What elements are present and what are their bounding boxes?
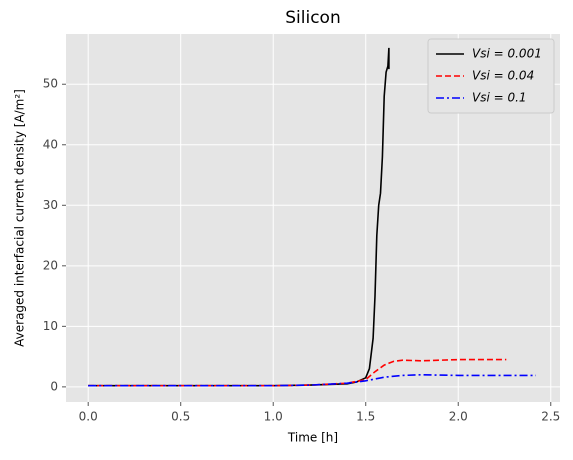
x-tick-label: 2.5 <box>541 410 560 424</box>
data-line <box>88 47 390 387</box>
legend-label: Vsi = 0.04 <box>472 69 534 83</box>
data-line <box>88 373 536 387</box>
y-tick-label: 50 <box>43 77 58 91</box>
x-tick-label: 0.0 <box>79 410 98 424</box>
y-axis-label: Averaged interfacial current density [A/… <box>13 89 27 347</box>
legend-label: Vsi = 0.001 <box>472 47 542 61</box>
x-tick-label: 2.0 <box>449 410 468 424</box>
y-tick-label: 40 <box>43 137 58 151</box>
legend-box <box>427 38 555 114</box>
y-tick-label: 0 <box>50 379 58 393</box>
x-tick-label: 0.5 <box>171 410 190 424</box>
legend-label: Vsi = 0.1 <box>472 91 527 105</box>
data-line <box>88 358 507 387</box>
x-tick-label: 1.5 <box>356 410 375 424</box>
y-tick-label: 20 <box>43 258 58 272</box>
x-tick-label: 1.0 <box>264 410 283 424</box>
chart-title: Silicon <box>285 8 340 28</box>
y-tick-label: 10 <box>43 319 58 333</box>
x-axis-label: Time [h] <box>287 431 338 445</box>
y-tick-label: 30 <box>43 198 58 212</box>
